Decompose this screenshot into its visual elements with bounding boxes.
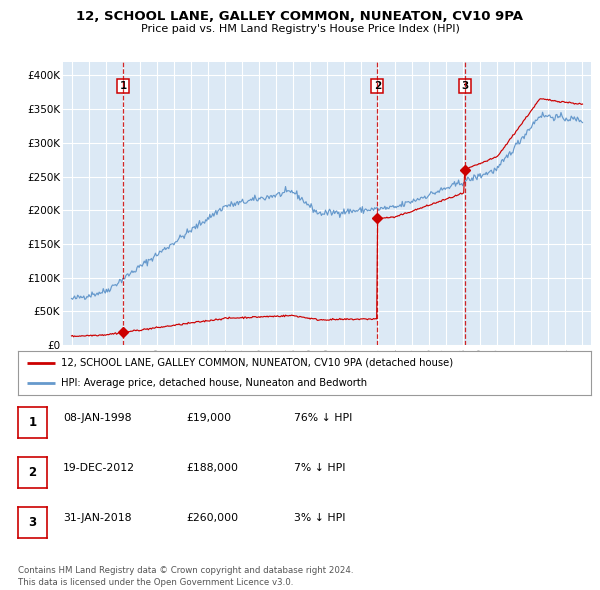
Text: £19,000: £19,000 <box>186 413 231 422</box>
Text: 1: 1 <box>28 416 37 429</box>
Text: 12, SCHOOL LANE, GALLEY COMMON, NUNEATON, CV10 9PA (detached house): 12, SCHOOL LANE, GALLEY COMMON, NUNEATON… <box>61 358 453 368</box>
Text: 2: 2 <box>28 466 37 479</box>
Text: 12, SCHOOL LANE, GALLEY COMMON, NUNEATON, CV10 9PA: 12, SCHOOL LANE, GALLEY COMMON, NUNEATON… <box>77 10 523 23</box>
Text: 3% ↓ HPI: 3% ↓ HPI <box>294 513 346 523</box>
Text: 76% ↓ HPI: 76% ↓ HPI <box>294 413 352 422</box>
Text: 3: 3 <box>28 516 37 529</box>
Text: HPI: Average price, detached house, Nuneaton and Bedworth: HPI: Average price, detached house, Nune… <box>61 378 367 388</box>
Text: 2: 2 <box>374 81 381 91</box>
Text: 3: 3 <box>461 81 468 91</box>
Text: 7% ↓ HPI: 7% ↓ HPI <box>294 463 346 473</box>
Text: £260,000: £260,000 <box>186 513 238 523</box>
Text: 1: 1 <box>119 81 127 91</box>
Text: 31-JAN-2018: 31-JAN-2018 <box>63 513 131 523</box>
Text: Price paid vs. HM Land Registry's House Price Index (HPI): Price paid vs. HM Land Registry's House … <box>140 24 460 34</box>
Text: £188,000: £188,000 <box>186 463 238 473</box>
Text: 19-DEC-2012: 19-DEC-2012 <box>63 463 135 473</box>
Text: 08-JAN-1998: 08-JAN-1998 <box>63 413 131 422</box>
Text: Contains HM Land Registry data © Crown copyright and database right 2024.
This d: Contains HM Land Registry data © Crown c… <box>18 566 353 587</box>
